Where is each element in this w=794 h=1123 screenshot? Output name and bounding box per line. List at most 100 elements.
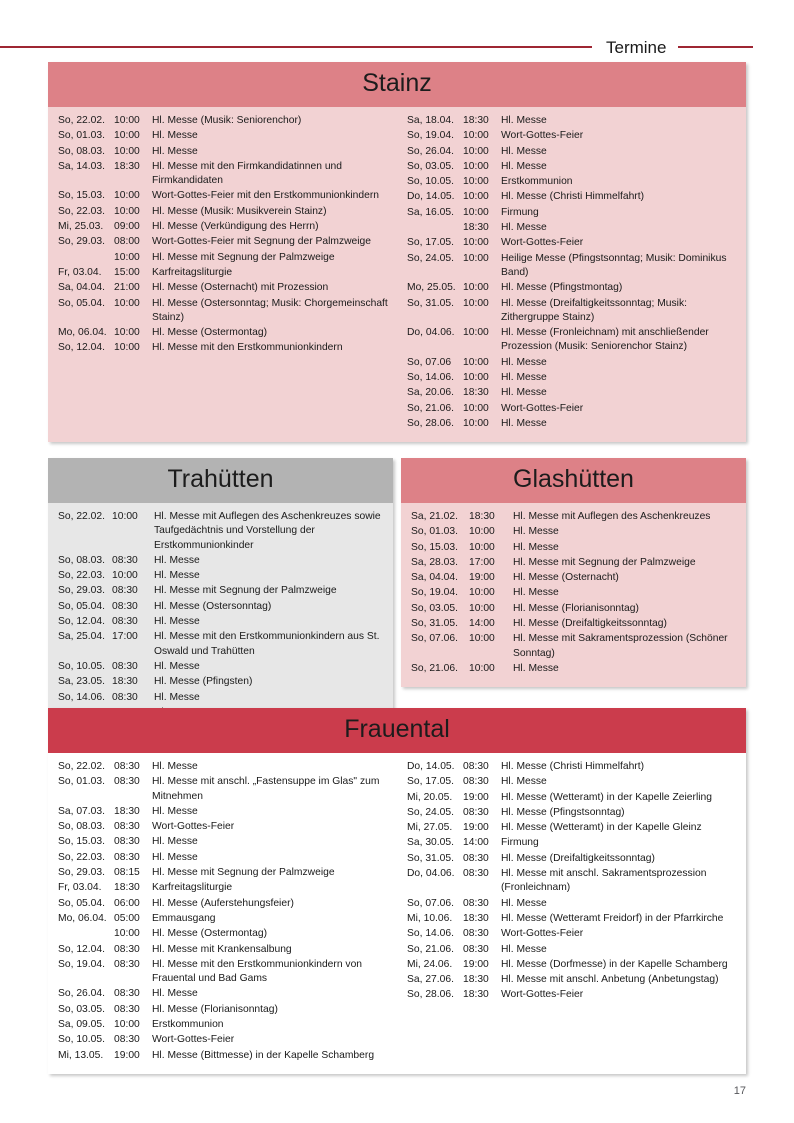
entry-date: Sa, 21.02. [411,511,458,522]
entry-time: 10:00 [463,252,489,264]
running-head: Termine [0,36,794,58]
entry-description: Hl. Messe (Ostersonntag; Musik: Chorgeme… [152,297,388,323]
schedule-row: So, 26.04. 10:00 Hl. Messe [407,145,738,160]
entry-time: 19:00 [463,822,489,834]
entry-description: Hl. Messe [152,851,198,863]
entry-date: So, 10.05. [58,660,105,672]
schedule-row: So, 31.05. 14:00 Hl. Messe (Dreifaltigkeit… [411,617,738,632]
entry-description: Hl. Messe (Ostersonntag) [154,600,272,612]
entry-time: 18:30 [463,912,489,924]
schedule-row: So, 31.05. 10:00 Hl. Messe (Dreifaltigkeit… [407,297,738,327]
entry-description: Erstkommunion [152,1019,224,1031]
section-title-frauental: Frauental [48,708,746,753]
entry-description: Hl. Messe (Wetteramt Freidorf) in der Pf… [501,912,724,924]
entry-description: Wort-Gottes-Feier [501,928,584,940]
entry-time: 10:00 [463,356,489,368]
entry-description: Hl. Messe (Dreifaltigkeitssonntag) [513,618,667,630]
schedule-row: So, 10.05. 08:30 Hl. Messe [58,660,385,675]
entry-description: Firmung [501,206,539,218]
schedule-row: So, 03.05. 10:00 Hl. Messe (Florianisonnta… [411,602,738,617]
schedule-row: Sa, 27.06. 18:30 Hl. Messe mit anschl. Anb… [407,973,738,988]
entry-date: Mi, 13.05. [58,1049,104,1061]
section-body-glashutten: Sa, 21.02. 18:30 Hl. Messe mit Auflegen de… [401,503,746,688]
entry-date: So, 05.04. [58,897,105,909]
entry-time: 18:30 [463,115,489,126]
schedule-row: So, 17.05. 10:00 Wort-Gottes-Feier [407,236,738,251]
entry-date: So, 08.03. [58,554,105,566]
entry-description: Wort-Gottes-Feier mit den Erstkommunionk… [152,190,379,202]
schedule-row: So, 19.04. 10:00 Wort-Gottes-Feier [407,129,738,144]
entry-time: 10:00 [469,633,495,645]
schedule-row: So, 29.03. 08:00 Wort-Gottes-Feier mit Seg… [58,235,389,250]
entry-time: 08:30 [114,776,140,788]
entry-time: 10:00 [463,191,489,203]
entry-description: Wort-Gottes-Feier [501,237,584,249]
schedule-row: Sa, 23.05. 18:30 Hl. Messe (Pfingsten) [58,675,385,690]
entry-description: Hl. Messe (Fronleichnam) mit anschließen… [501,327,709,353]
entry-time: 18:30 [114,160,140,172]
entry-date: So, 07.06. [411,633,458,645]
entry-date [58,927,114,942]
entry-date: So, 31.05. [411,618,458,630]
entry-date: So, 01.03. [58,776,105,788]
entry-date: So, 19.04. [58,958,105,970]
entry-time: 06:00 [114,897,140,909]
section-body-trahuetten: So, 22.02. 10:00 Hl. Messe mit Auflegen de… [48,503,393,732]
entry-time: 10:00 [112,570,138,582]
entry-date: So, 19.04. [407,130,454,142]
entry-time: 08:30 [112,660,138,672]
schedule-row: Sa, 20.06. 18:30 Hl. Messe [407,386,738,401]
entry-time: 10:00 [463,130,489,142]
entry-description: Hl. Messe mit den Erstkommunionkindern a… [154,631,380,657]
entry-date: So, 28.06. [407,417,454,429]
entry-description: Hl. Messe mit Auflegen des Aschenkreuzes [513,511,711,522]
entry-description: Hl. Messe [501,387,547,399]
entry-description: Hl. Messe mit Sakramentsprozession (Schö… [513,633,728,659]
entry-date: Sa, 04.04. [411,572,458,584]
entry-time: 10:00 [463,297,489,309]
schedule-row: Mi, 13.05. 19:00 Hl. Messe (Bittmesse) in … [58,1049,389,1064]
entry-date: Mi, 27.05. [407,822,453,834]
entry-time: 08:30 [114,958,140,970]
entry-time: 08:30 [463,868,489,880]
entry-description: Hl. Messe (Florianisonntag) [152,1003,278,1015]
entry-time: 19:00 [469,572,495,584]
entry-time: 10:00 [463,160,489,172]
stainz-column-right: Sa, 18.04. 18:30 Hl. Messe So, 19.04. 10:00 W… [397,114,746,432]
schedule-row: So, 12.04. 08:30 Hl. Messe mit Krankensalb… [58,943,389,958]
schedule-row: So, 01.03. 08:30 Hl. Messe mit anschl. „Fa… [58,775,389,805]
entry-description: Hl. Messe mit anschl. Anbetung (Anbetung… [501,974,719,986]
schedule-table: Do, 14.05. 08:30 Hl. Messe (Christi Himmel… [407,760,738,1004]
schedule-table: Sa, 21.02. 18:30 Hl. Messe mit Auflegen de… [411,510,738,677]
schedule-row: So, 14.06. 08:30 Wort-Gottes-Feier [407,927,738,942]
schedule-row: Fr, 03.04. 15:00 Karfreitagsliturgie [58,266,389,281]
entry-date: So, 05.04. [58,297,105,309]
entry-description: Hl. Messe [501,943,547,955]
entry-time: 10:00 [114,297,140,309]
entry-time: 10:00 [114,342,140,354]
entry-description: Hl. Messe mit anschl. Sakramentsprozessi… [501,868,707,894]
entry-time: 10:00 [114,205,140,217]
entry-description: Hl. Messe mit den Erstkommunionkindern [152,342,343,354]
entry-time: 08:30 [114,761,140,772]
schedule-row: So, 01.03. 10:00 Hl. Messe [58,129,389,144]
entry-date: So, 14.06. [407,928,454,940]
entry-time: 08:30 [114,821,140,833]
entry-description: Hl. Messe [152,805,198,817]
entry-date: So, 22.03. [58,851,105,863]
entry-time: 17:00 [112,631,138,643]
entry-time: 10:00 [114,928,140,940]
entry-description: Emmausgang [152,912,216,924]
entry-description: Hl. Messe (Ostermontag) [152,327,268,339]
entry-description: Hl. Messe (Pfingstmontag) [501,282,623,294]
entry-date: So, 22.03. [58,570,105,582]
entry-time: 08:30 [114,836,140,848]
entry-description: Hl. Messe mit den Erstkommunionkindern v… [152,958,363,985]
entry-time: 09:00 [114,221,140,233]
entry-description: Wort-Gottes-Feier [501,989,584,1001]
schedule-row: So, 08.03. 10:00 Hl. Messe [58,145,389,160]
entry-date: Sa, 14.03. [58,160,105,172]
entry-description: Hl. Messe [152,761,198,772]
entry-description: Hl. Messe (Bittmesse) in der Kapelle Sch… [152,1049,375,1061]
